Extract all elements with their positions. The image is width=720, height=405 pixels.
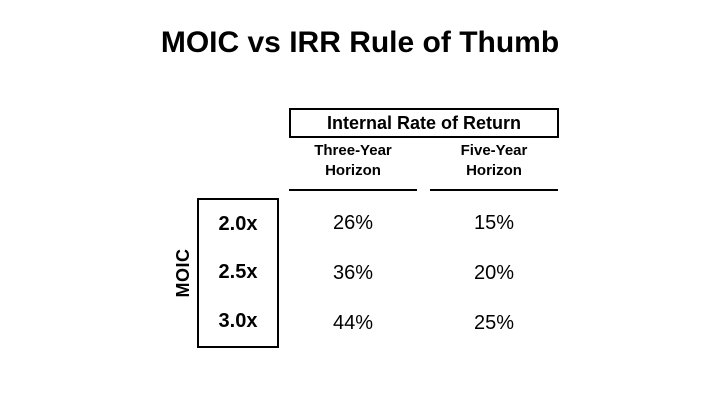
moic-axis-label: MOIC [173,248,193,298]
column-header-five-year: Five-Year Horizon [430,141,558,191]
row-label-moic: 2.5x [218,261,258,284]
page-title: MOIC vs IRR Rule of Thumb [160,26,560,59]
value-cell: 26% [332,211,374,234]
row-label-moic: 2.0x [218,212,258,235]
value-cell: 20% [473,261,515,284]
column-header-three-year: Three-Year Horizon [289,141,417,191]
irr-group-header-label: Internal Rate of Return [326,112,522,133]
value-column-three-year: 26% 36% 44% [289,198,417,348]
irr-group-header-box: Internal Rate of Return [289,108,559,138]
value-cell: 25% [473,311,515,334]
column-header-line2: Horizon [466,162,522,180]
value-column-five-year: 15% 20% 25% [430,198,558,348]
row-label-moic: 3.0x [218,309,258,332]
column-header-line1: Three-Year [314,142,392,159]
value-cell: 36% [332,261,374,284]
column-header-line2: Horizon [325,162,381,180]
moic-row-labels-box: 2.0x 2.5x 3.0x [197,198,279,348]
value-cell: 15% [473,211,515,234]
column-header-line1: Five-Year [460,142,528,159]
value-cell: 44% [332,311,374,334]
